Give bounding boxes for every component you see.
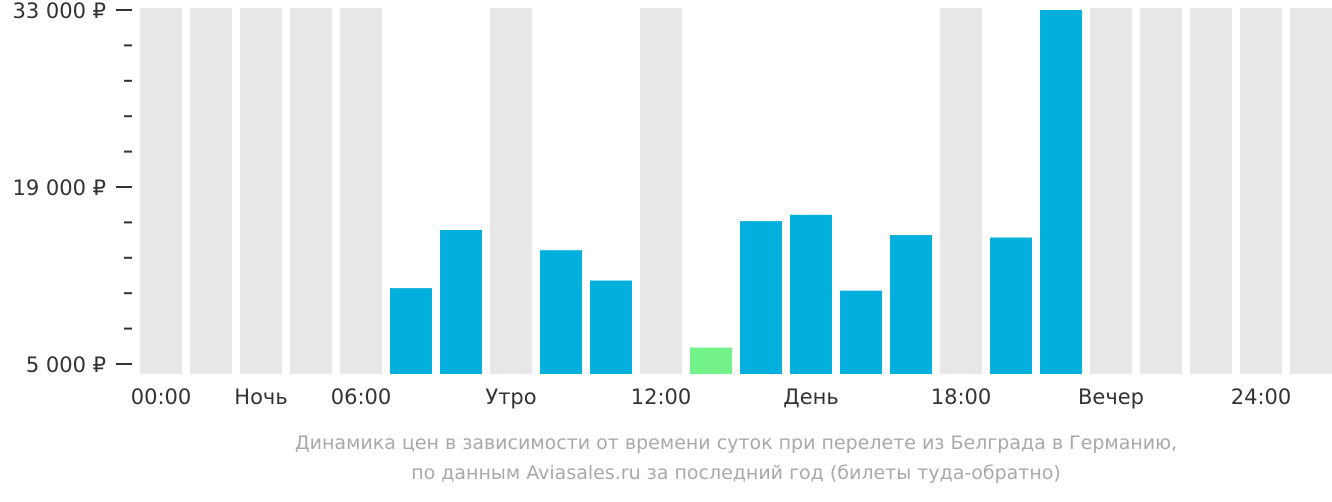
empty-hour-column-23: [1290, 8, 1332, 374]
empty-hour-column-22: [1240, 8, 1282, 374]
chart-caption-line-1: Динамика цен в зависимости от времени су…: [294, 432, 1178, 454]
x-tick-label: Утро: [485, 385, 536, 409]
empty-hour-column-20: [1140, 8, 1182, 374]
empty-hour-column-21: [1190, 8, 1232, 374]
x-tick-label: День: [783, 385, 838, 409]
price-bar-hour-17[interactable]: [990, 237, 1032, 374]
empty-hour-column-16: [940, 8, 982, 374]
empty-hour-column-1: [190, 8, 232, 374]
price-bar-hour-14[interactable]: [840, 290, 882, 374]
x-tick-label: Ночь: [234, 385, 287, 409]
x-tick-label: 12:00: [631, 385, 692, 409]
chart-caption-line-2: по данным Aviasales.ru за последний год …: [411, 462, 1061, 484]
price-bar-hour-8[interactable]: [540, 250, 582, 374]
x-tick-label: 18:00: [931, 385, 992, 409]
empty-hour-column-7: [490, 8, 532, 374]
y-tick-label: 5 000 ₽: [26, 353, 106, 377]
x-tick-label: 24:00: [1231, 385, 1292, 409]
empty-hour-column-10: [640, 8, 682, 374]
x-tick-label: 06:00: [331, 385, 392, 409]
empty-hour-column-4: [340, 8, 382, 374]
empty-hour-column-0: [140, 8, 182, 374]
x-tick-label: 00:00: [131, 385, 192, 409]
background-columns: [140, 8, 1332, 374]
y-axis: 5 000 ₽ 19 000 ₽ 33 000 ₽: [12, 0, 132, 377]
price-bar-hour-12[interactable]: [740, 221, 782, 374]
price-bars: [390, 10, 1082, 374]
x-axis: 00:00 Ночь 06:00 Утро 12:00 День 18:00 Вечер 24:…: [131, 385, 1292, 409]
y-tick-label: 19 000 ₽: [12, 176, 106, 200]
empty-hour-column-3: [290, 8, 332, 374]
y-tick-label: 33 000 ₽: [12, 0, 106, 23]
x-tick-label: Вечер: [1078, 385, 1144, 409]
empty-hour-column-19: [1090, 8, 1132, 374]
price-bar-hour-9[interactable]: [590, 280, 632, 374]
price-bar-hour-6[interactable]: [440, 229, 482, 374]
price-bar-hour-18[interactable]: [1040, 10, 1082, 374]
price-bar-hour-5[interactable]: [390, 288, 432, 374]
empty-hour-column-2: [240, 8, 282, 374]
price-bar-hour-15[interactable]: [890, 235, 932, 374]
price-bar-hour-13[interactable]: [790, 214, 832, 374]
price-bar-hour-11[interactable]: [690, 347, 732, 374]
